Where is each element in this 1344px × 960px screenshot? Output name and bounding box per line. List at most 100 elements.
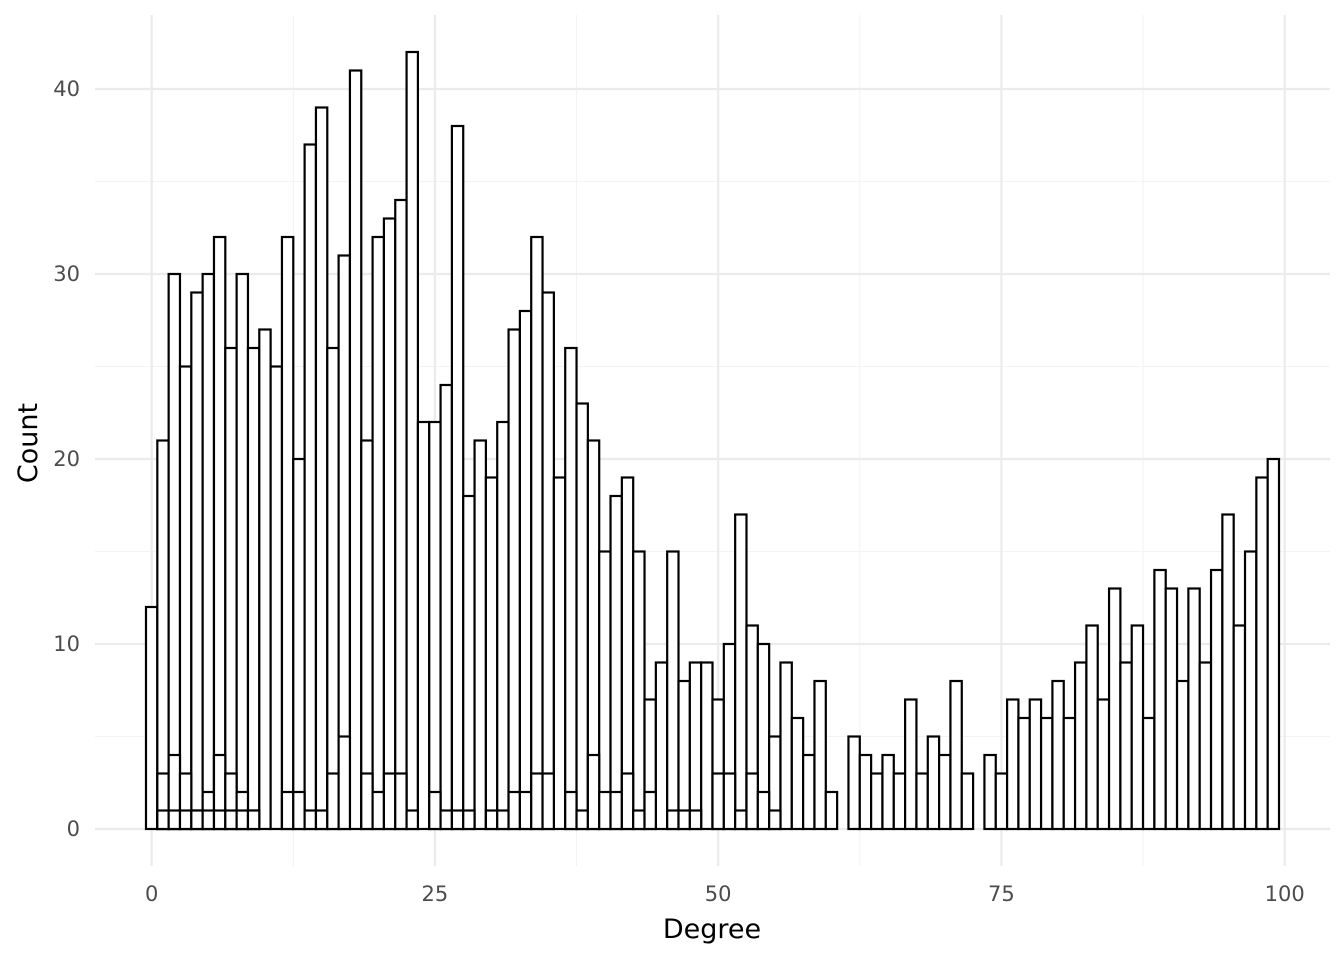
histogram-bar xyxy=(1107,587,1122,831)
histogram-bar xyxy=(314,809,329,831)
histogram-bar xyxy=(892,772,907,831)
histogram-bar xyxy=(530,235,544,831)
histogram-bar xyxy=(1028,698,1043,831)
histogram-bar xyxy=(598,550,612,831)
histogram-bar xyxy=(960,772,975,831)
histogram-bar xyxy=(552,476,567,831)
histogram-bar xyxy=(348,69,363,831)
histogram-bar xyxy=(450,124,465,831)
histogram-bar xyxy=(314,106,329,831)
y-tick-label: 40 xyxy=(53,77,80,101)
histogram-bar xyxy=(575,402,589,831)
histogram-bar xyxy=(1164,587,1179,831)
histogram-bar xyxy=(382,217,397,831)
histogram-bar xyxy=(722,772,737,831)
histogram-bar xyxy=(360,439,374,831)
histogram-bar xyxy=(1141,716,1156,831)
histogram-bar xyxy=(666,550,680,831)
histogram-bar xyxy=(949,679,963,831)
histogram-bar xyxy=(450,809,465,831)
histogram-bar xyxy=(507,790,521,831)
y-tick-label: 30 xyxy=(53,262,80,286)
histogram-bar xyxy=(1198,661,1213,831)
histogram-bar xyxy=(768,809,782,831)
histogram-bar xyxy=(428,790,442,831)
histogram-bar xyxy=(280,790,295,831)
histogram-bar xyxy=(235,272,250,831)
histogram-bar xyxy=(246,346,261,831)
histogram-bar xyxy=(926,735,941,831)
histogram-bar xyxy=(292,790,306,831)
histogram-bar xyxy=(462,809,476,831)
histogram-bar xyxy=(700,661,714,831)
histogram-bar xyxy=(405,50,420,831)
histogram-bar xyxy=(1062,716,1077,831)
x-tick-label: 50 xyxy=(705,882,732,906)
histogram-bar xyxy=(1096,698,1111,831)
histogram-bar xyxy=(190,291,204,831)
histogram-bar xyxy=(813,679,827,831)
histogram-bar xyxy=(178,365,193,831)
histogram-bar xyxy=(224,809,238,831)
histogram-bar xyxy=(983,753,997,831)
histogram-bar xyxy=(586,753,601,831)
histogram-bar xyxy=(1243,550,1258,831)
histogram-bar xyxy=(518,790,533,831)
histogram-bar xyxy=(382,772,397,831)
histogram-bar xyxy=(677,679,691,831)
histogram-bar xyxy=(541,291,555,831)
histogram-bar xyxy=(428,420,442,831)
histogram-bar xyxy=(734,513,748,831)
histogram-bar xyxy=(178,809,193,831)
y-tick-label: 0 xyxy=(67,817,80,841)
histogram-bar xyxy=(1130,624,1145,831)
x-tick-label: 25 xyxy=(422,882,449,906)
histogram-bar xyxy=(779,661,793,831)
histogram-bar xyxy=(1017,716,1031,831)
histogram-bar xyxy=(802,753,816,831)
histogram-bar xyxy=(360,772,374,831)
histogram-bar xyxy=(246,809,261,831)
y-tick-label: 20 xyxy=(53,447,80,471)
histogram-bar xyxy=(462,494,476,831)
histogram-bar xyxy=(405,809,420,831)
histogram-bar xyxy=(756,790,771,831)
histogram-bar xyxy=(201,272,216,831)
histogram-bar xyxy=(1221,513,1235,831)
histogram-bar xyxy=(473,439,487,831)
x-tick-label: 100 xyxy=(1265,882,1305,906)
histogram-bar xyxy=(326,346,340,831)
histogram-bar xyxy=(824,790,839,831)
histogram-bar xyxy=(745,772,759,831)
histogram-bar xyxy=(1232,624,1247,831)
histogram-bar xyxy=(1119,661,1133,831)
histogram-bar xyxy=(994,772,1009,831)
histogram-bar xyxy=(394,198,408,831)
histogram-bar xyxy=(518,309,533,831)
histogram-bar xyxy=(541,772,555,831)
histogram-bar xyxy=(416,420,431,831)
histogram-bar xyxy=(1187,587,1201,831)
histogram-bar xyxy=(915,772,929,831)
histogram-bar xyxy=(790,716,805,831)
histogram-bar xyxy=(609,494,623,831)
histogram-bar xyxy=(677,809,691,831)
histogram-bar xyxy=(654,661,669,831)
histogram-bar xyxy=(303,809,318,831)
histogram-bar xyxy=(643,790,657,831)
x-tick-label: 0 xyxy=(145,882,158,906)
histogram-bar xyxy=(870,772,884,831)
histogram-bar xyxy=(904,698,918,831)
histogram-bar xyxy=(632,809,646,831)
histogram-bar xyxy=(1051,679,1065,831)
histogram-bar xyxy=(212,235,227,831)
histogram-bar xyxy=(530,772,544,831)
histogram-bar xyxy=(1175,679,1190,831)
histogram-bar xyxy=(439,809,454,831)
histogram-bar xyxy=(575,809,589,831)
histogram-bar xyxy=(881,753,895,831)
histogram-bar xyxy=(303,143,318,831)
histogram-bar xyxy=(632,550,646,831)
histogram-bar xyxy=(1005,698,1020,831)
histogram-bar xyxy=(156,439,170,831)
